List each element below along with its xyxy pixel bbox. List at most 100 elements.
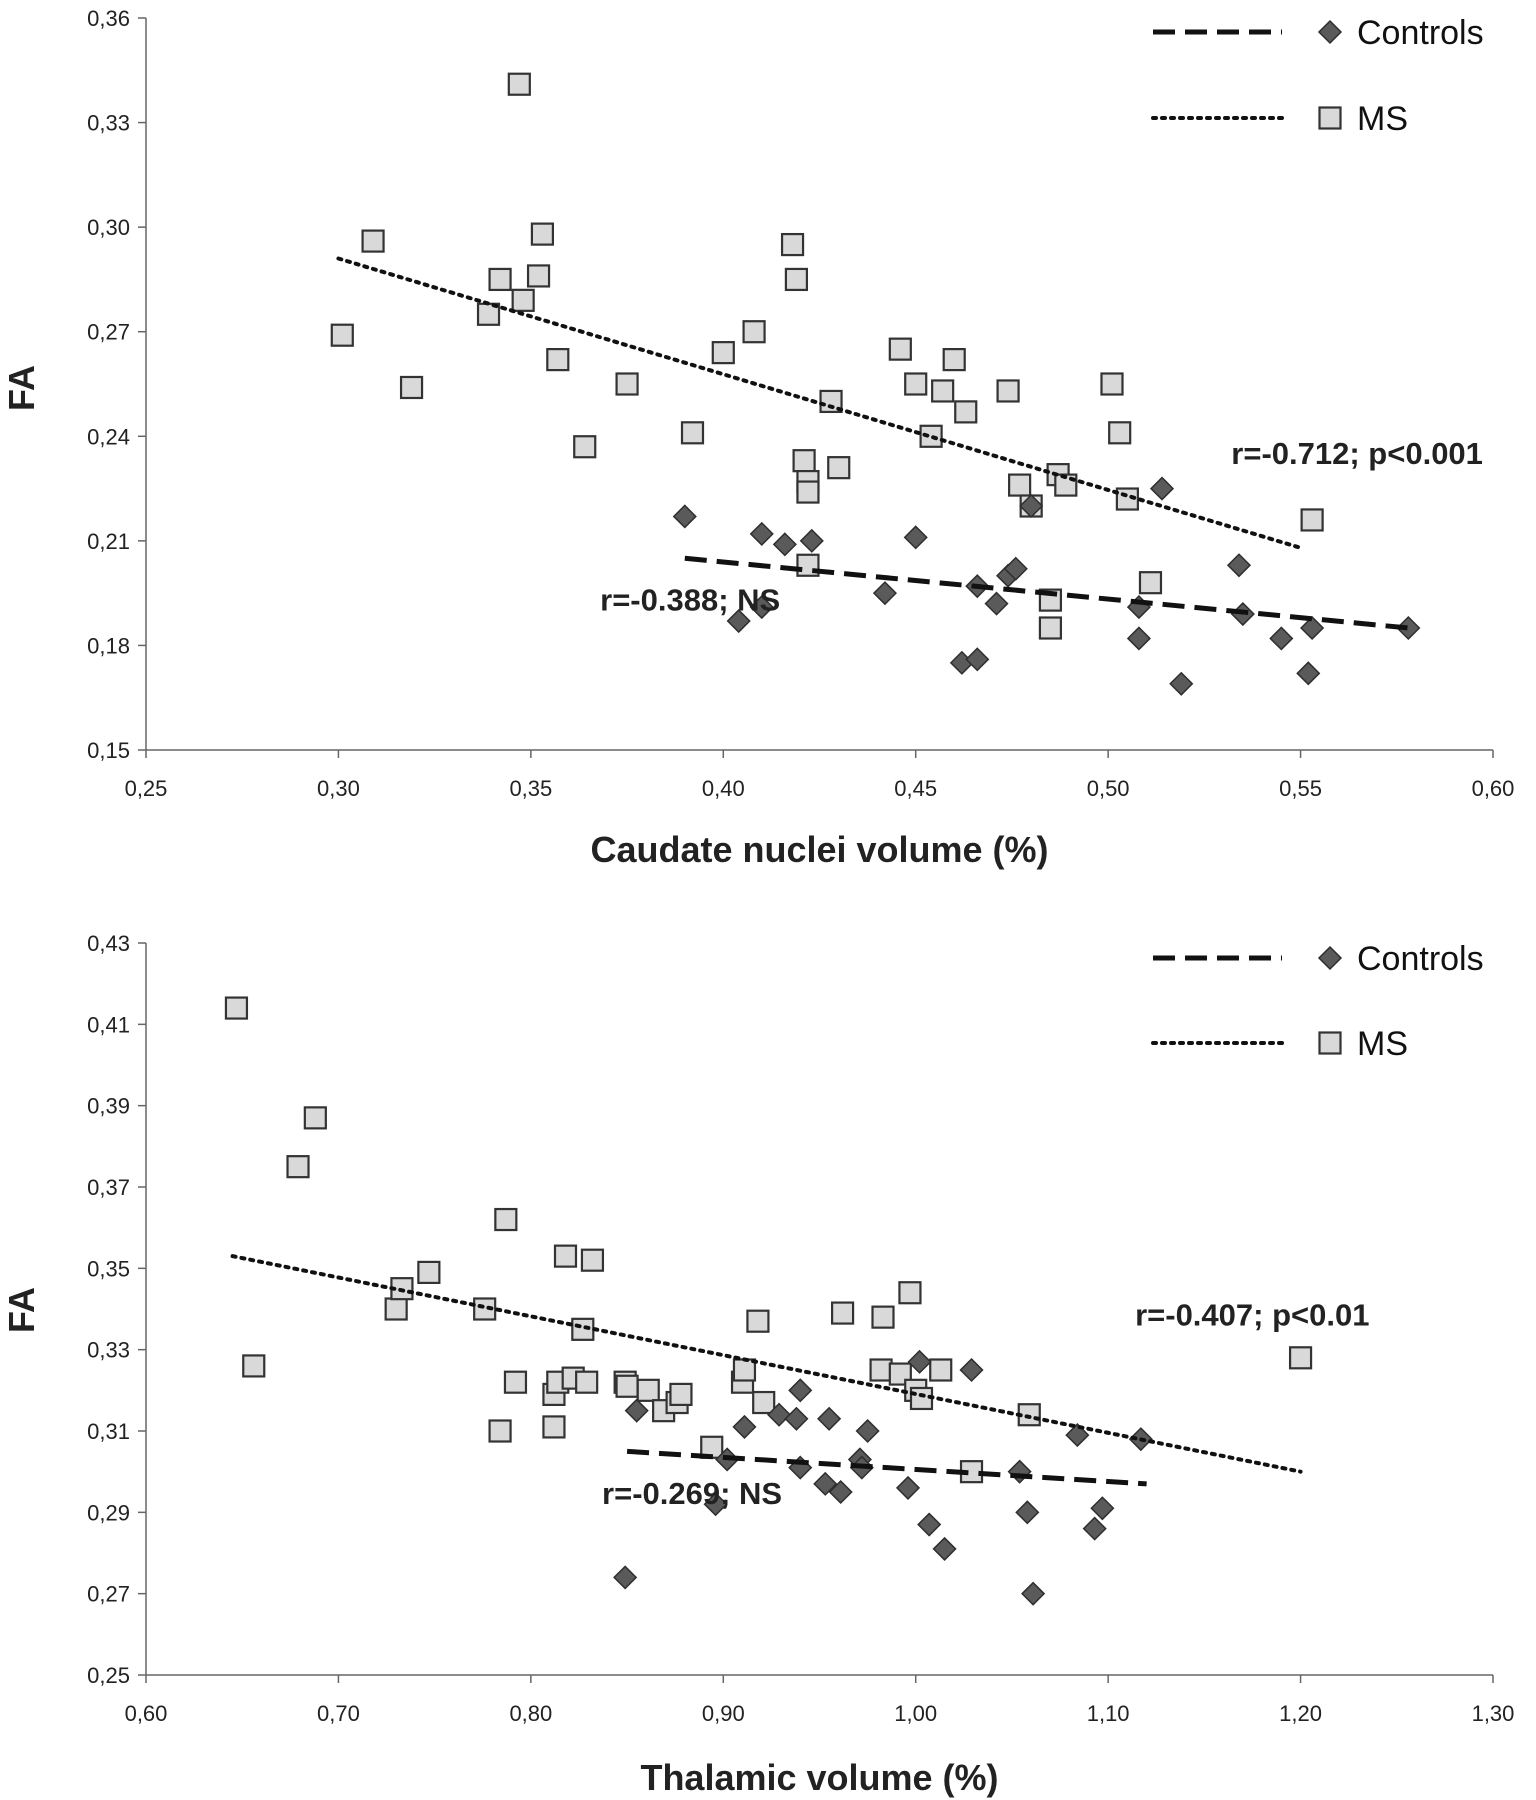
ms-point [553, 1244, 578, 1268]
caudate-fa-scatter-panel: 0,15 0,18 0,21 0,24 0,27 0,30 0,33 0,36 0,25 0,30… [1, 6, 1514, 870]
controls-point [1126, 626, 1151, 651]
controls-point [726, 608, 751, 634]
ms-point [1008, 473, 1032, 497]
controls-point [799, 528, 824, 553]
x-tick-label: 0,90 [702, 1701, 745, 1726]
ms-trendline [230, 1254, 1303, 1474]
ms-point [819, 389, 843, 414]
ms-point [929, 1358, 953, 1382]
y-tick-label: 0,15 [87, 738, 130, 763]
controls-point [1021, 1581, 1046, 1606]
x-axis-title: Thalamic volume (%) [640, 1757, 998, 1798]
x-tick-label: 0,60 [1472, 776, 1515, 801]
controls-point [1007, 1459, 1032, 1484]
legend: Controls MS [1151, 940, 1484, 1063]
controls-point [672, 504, 697, 529]
ms-point [931, 379, 955, 403]
controls-point [772, 532, 797, 557]
ms-point [904, 372, 928, 396]
ms-point [615, 372, 639, 396]
controls-point [1226, 553, 1252, 578]
controls-point [1082, 1516, 1107, 1541]
controls-point [965, 647, 990, 672]
legend-label: Controls [1357, 940, 1484, 978]
x-tick-label: 1,30 [1472, 1701, 1515, 1726]
controls-trendline [684, 555, 1409, 631]
ms-point [473, 1297, 497, 1321]
ms-point [942, 348, 966, 372]
legend-square-marker [1318, 1031, 1342, 1055]
controls-point [959, 1357, 984, 1383]
controls-point [784, 1406, 809, 1431]
ms-point [330, 323, 354, 347]
ms-point [954, 400, 978, 424]
ms-point [919, 424, 943, 448]
controls-point [1015, 1500, 1040, 1525]
controls-point [907, 1349, 932, 1374]
ms-series [224, 996, 1313, 1484]
ms-point [1038, 616, 1063, 640]
ms-point [488, 1419, 512, 1443]
y-tick-label: 0,37 [87, 1175, 130, 1200]
controls-point [749, 521, 774, 546]
ms-point [792, 449, 816, 473]
y-axis-title: FA [1, 1287, 42, 1333]
ms-series [330, 72, 1324, 640]
controls-point [817, 1406, 842, 1431]
y-tick-label: 0,43 [87, 931, 130, 956]
ms-point [871, 1305, 895, 1329]
ms-point [511, 288, 535, 312]
controls-point [1396, 615, 1421, 641]
ms-point [888, 337, 912, 361]
controls-point [1065, 1423, 1090, 1448]
x-tick-label: 0,60 [125, 1701, 168, 1726]
x-tick-label: 1,00 [894, 1701, 937, 1726]
y-tick-label: 0,35 [87, 1256, 130, 1281]
ms-point [303, 1106, 327, 1130]
controls-trendline [626, 1448, 1147, 1487]
ms-point [742, 320, 766, 344]
ms-point [830, 1301, 855, 1325]
correlation-annotation: r=-0.388; NS [600, 583, 780, 618]
y-tick-label: 0,25 [87, 1663, 130, 1688]
legend-diamond-marker [1317, 19, 1343, 45]
ms-point [898, 1281, 922, 1305]
controls-point [1169, 671, 1194, 696]
ms-point [417, 1260, 441, 1285]
ms-point [573, 435, 597, 459]
ms-point [286, 1155, 310, 1179]
controls-point [1296, 661, 1321, 686]
ms-point [796, 480, 820, 504]
y-tick-label: 0,27 [87, 320, 130, 345]
y-tick-label: 0,29 [87, 1500, 130, 1525]
ms-point [488, 267, 512, 292]
controls-point [749, 595, 774, 620]
ms-point [827, 456, 851, 480]
ms-point [530, 222, 555, 246]
ms-point [242, 1354, 266, 1378]
controls-point [1003, 556, 1028, 581]
y-tick-label: 0,39 [87, 1094, 130, 1119]
ms-point [1288, 1346, 1313, 1370]
x-axis-title: Caudate nuclei volume (%) [590, 829, 1048, 870]
controls-series [613, 1349, 1153, 1606]
ms-point [669, 1382, 693, 1407]
y-axis-title: FA [1, 365, 42, 411]
y-tick-label: 0,27 [87, 1582, 130, 1607]
controls-point [732, 1414, 757, 1439]
x-tick-label: 0,80 [509, 1701, 552, 1726]
ms-point [580, 1248, 605, 1272]
y-tick-label: 0,31 [87, 1419, 130, 1444]
controls-point [872, 581, 897, 606]
y-tick-label: 0,21 [87, 529, 130, 554]
controls-point [813, 1471, 838, 1496]
y-tick-label: 0,30 [87, 215, 130, 240]
x-tick-label: 0,50 [1087, 776, 1130, 801]
ms-point [1108, 421, 1132, 445]
controls-point [1300, 615, 1325, 641]
ms-point [1300, 508, 1324, 532]
ms-point [996, 379, 1020, 403]
y-tick-label: 0,24 [87, 424, 130, 449]
ms-point [542, 1415, 566, 1439]
legend-square-marker [1318, 106, 1342, 130]
